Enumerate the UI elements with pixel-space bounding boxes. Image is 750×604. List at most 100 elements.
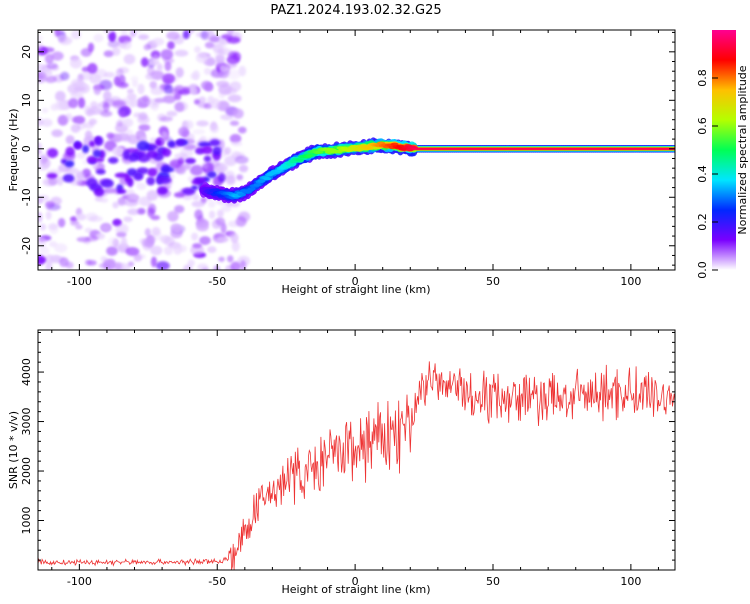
noise-blob — [103, 30, 114, 34]
colorbar-tick-label: 0.8 — [696, 69, 709, 87]
noise-blob — [46, 62, 58, 70]
noise-blob — [227, 255, 234, 263]
noise-blob — [92, 149, 102, 158]
noise-blob — [84, 227, 93, 233]
noise-blob — [84, 259, 92, 266]
noise-blob — [175, 138, 186, 146]
snr-x-ticks: -100 -50 0 50 100 — [51, 330, 659, 588]
track-mark — [315, 150, 324, 154]
noise-blob — [204, 163, 216, 173]
noise-blob — [203, 155, 212, 162]
noise-blob — [129, 98, 138, 108]
noise-blob — [121, 40, 132, 50]
noise-blob — [130, 75, 139, 83]
noise-blob — [174, 227, 182, 234]
noise-blob — [54, 30, 61, 38]
noise-blob — [156, 186, 168, 195]
noise-blob — [227, 94, 242, 103]
noise-blob — [72, 115, 86, 124]
noise-blob — [64, 160, 75, 168]
noise-blob — [116, 120, 124, 127]
y-tick-label: -20 — [20, 237, 33, 255]
noise-blob — [62, 174, 75, 183]
noise-blob — [238, 65, 247, 77]
noise-blob — [93, 33, 104, 43]
colorbar-tick-label: 0.2 — [696, 213, 709, 231]
noise-blob — [187, 259, 195, 267]
noise-blob — [207, 171, 217, 179]
noise-blob — [76, 152, 86, 159]
noise-blob — [137, 34, 150, 40]
noise-blob — [162, 73, 176, 84]
noise-blob — [160, 235, 171, 244]
noise-blob — [75, 224, 83, 230]
noise-blob — [154, 97, 166, 103]
noise-blob — [100, 197, 109, 203]
noise-blob — [229, 133, 242, 144]
noise-blob — [182, 30, 190, 40]
noise-blob — [175, 67, 184, 78]
noise-blob — [207, 200, 216, 209]
noise-blob — [82, 145, 90, 153]
noise-blob — [212, 146, 222, 156]
noise-blob — [138, 124, 151, 132]
noise-blob — [226, 55, 240, 65]
noise-blob — [173, 192, 185, 198]
noise-blob — [68, 98, 79, 109]
noise-blob — [136, 182, 147, 190]
y-tick-label: 2000 — [20, 457, 33, 485]
noise-blob — [115, 68, 124, 77]
noise-blob — [174, 101, 185, 113]
noise-blob — [86, 155, 98, 164]
noise-blob — [77, 97, 86, 109]
noise-blob — [103, 50, 114, 58]
noise-blob — [238, 211, 251, 222]
noise-blob — [199, 236, 211, 245]
track-mark — [257, 179, 266, 183]
x-tick-label: 100 — [620, 275, 641, 288]
noise-blob — [86, 177, 98, 188]
spectrogram-x-label: Height of straight line (km) — [281, 283, 430, 296]
noise-blob — [216, 80, 230, 88]
noise-blob — [146, 190, 159, 201]
noise-blob — [195, 52, 208, 64]
noise-blob — [177, 89, 191, 96]
noise-blob — [236, 174, 244, 181]
noise-blob — [38, 149, 43, 155]
colorbar-tick-label: 0.6 — [696, 117, 709, 135]
noise-blob — [178, 126, 189, 137]
noise-blob — [75, 171, 85, 181]
noise-blob — [166, 110, 178, 117]
noise-blob — [192, 129, 206, 135]
noise-blob — [224, 146, 232, 155]
noise-blob — [198, 96, 207, 104]
noise-blob — [133, 254, 143, 262]
noise-blob — [119, 110, 126, 118]
noise-blob — [108, 237, 117, 247]
noise-blob — [176, 166, 186, 175]
noise-blob — [100, 178, 114, 188]
noise-blob — [95, 169, 106, 175]
noise-blob — [191, 185, 199, 191]
noise-blob — [73, 86, 86, 92]
noise-blob — [51, 51, 64, 61]
noise-blob — [146, 235, 156, 245]
noise-blob — [235, 155, 249, 164]
spectrogram-y-ticks: -20 -10 0 10 20 — [20, 31, 675, 266]
noise-blob — [39, 223, 47, 231]
noise-blob — [54, 243, 68, 253]
noise-blob — [230, 232, 239, 244]
noise-blob — [219, 38, 226, 45]
noise-blob — [120, 236, 127, 248]
track-mark — [286, 162, 295, 167]
noise-blob — [184, 120, 194, 130]
noise-blob — [201, 145, 213, 155]
noise-blob — [146, 176, 156, 186]
y-tick-label: -10 — [20, 188, 33, 206]
noise-blob — [169, 159, 182, 169]
noise-blob — [65, 146, 75, 157]
noise-blob — [209, 124, 219, 134]
noise-blob — [211, 98, 221, 110]
noise-blob — [57, 217, 66, 228]
